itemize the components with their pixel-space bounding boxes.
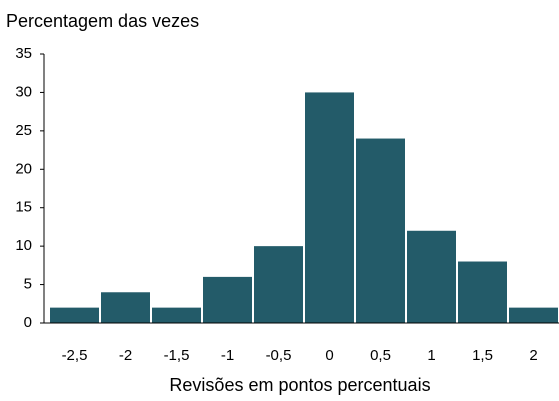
y-tick-label: 15: [15, 199, 32, 216]
bar: [458, 261, 507, 323]
y-tick-label: 25: [15, 122, 32, 139]
bar: [509, 307, 558, 323]
y-tick-label: 5: [24, 276, 32, 293]
x-tick-label: -2,5: [62, 347, 88, 364]
bar: [101, 292, 150, 323]
bar: [50, 307, 99, 323]
x-tick-label: 0: [325, 347, 333, 364]
bar: [203, 276, 252, 323]
chart-title: Percentagem das vezes: [6, 11, 199, 31]
y-tick-label: 10: [15, 237, 32, 254]
bar: [356, 138, 405, 323]
x-tick-label: -2: [119, 347, 132, 364]
bar: [152, 307, 201, 323]
x-tick-label: -0,5: [266, 347, 292, 364]
x-tick-label: 1,5: [472, 347, 493, 364]
x-tick-label: -1: [221, 347, 234, 364]
bar: [254, 246, 303, 323]
y-tick-label: 0: [24, 314, 32, 331]
bar: [407, 230, 456, 323]
bar: [305, 92, 354, 323]
x-tick-label: 0,5: [370, 347, 391, 364]
x-tick-label: 1: [427, 347, 435, 364]
y-tick-label: 20: [15, 160, 32, 177]
x-tick-label: 2: [529, 347, 537, 364]
x-axis-label: Revisões em pontos percentuais: [169, 375, 430, 395]
y-tick-label: 35: [15, 45, 32, 62]
y-tick-label: 30: [15, 83, 32, 100]
x-tick-label: -1,5: [164, 347, 190, 364]
